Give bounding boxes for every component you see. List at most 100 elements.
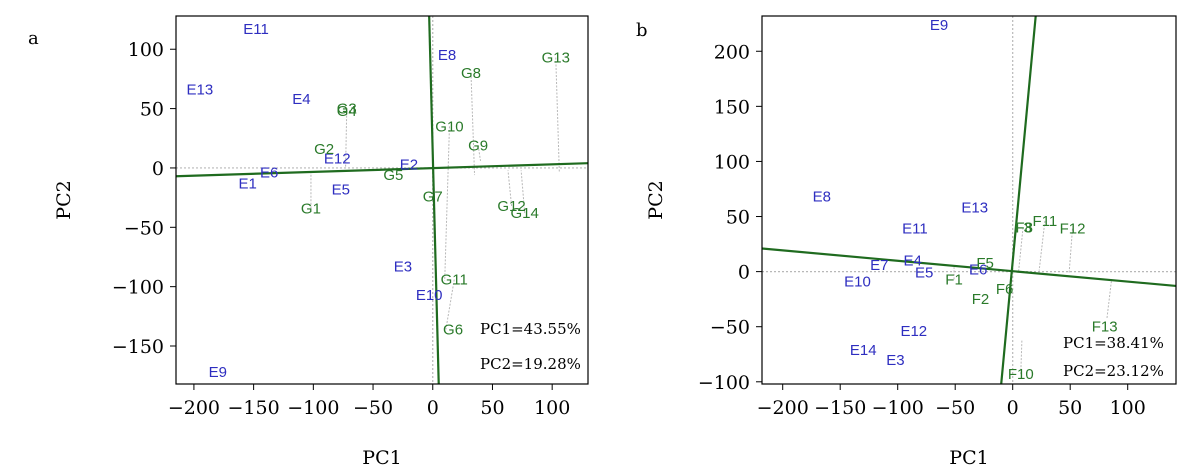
panel-a-point-G13: G13 (542, 50, 570, 67)
panel-b-point-E9: E9 (930, 17, 948, 34)
panel-b-point-E5: E5 (915, 265, 933, 282)
panel-b-variance-label-2: PC2=23.12% (1063, 362, 1164, 380)
panel-b-point-E7: E7 (870, 257, 888, 274)
panel-a-y-tick-label: 100 (128, 39, 164, 61)
panel-b-point-E4: E4 (903, 253, 921, 270)
panel-a-x-axis-title: PC1 (362, 447, 401, 469)
panel-a-point-E13: E13 (187, 82, 214, 99)
panel-a-frame (175, 15, 589, 385)
panel-a-point-E4: E4 (292, 91, 310, 108)
panel-a-point-G7: G7 (423, 188, 443, 205)
panel-a-point-G8: G8 (461, 65, 481, 82)
panel-a-projection-line (477, 145, 482, 161)
panel-a-point-E12: E12 (324, 150, 351, 167)
panel-b-point-F12: F12 (1060, 221, 1086, 238)
panel-a-point-G4: G4 (337, 103, 357, 120)
panel-a-x-tick-label: −200 (168, 397, 220, 419)
panel-b-x-tick-label: −200 (757, 397, 809, 419)
panel-a-point-E8: E8 (438, 47, 456, 64)
panel-a-x-tick-label: 0 (427, 397, 439, 419)
panel-a-y-tick-label: 50 (140, 99, 164, 121)
panel-a-y-axis-title: PC2 (53, 180, 75, 219)
panel-a-projection-line (507, 170, 513, 206)
panel-b-point-E6: E6 (969, 261, 987, 278)
panel-a-projection-line (445, 279, 455, 330)
panel-b-point-E11: E11 (902, 221, 928, 238)
panel-a-x-tick-label: −100 (287, 397, 339, 419)
panel-b-point-F2: F2 (972, 291, 990, 308)
panel-b-x-tick-label: 0 (1007, 397, 1019, 419)
panel-a-x-tick-label: −50 (353, 397, 393, 419)
panel-b-point-E13: E13 (961, 200, 988, 217)
panel-a-x-tick-label: 100 (534, 397, 570, 419)
panel-a-biplot-axis-1 (176, 162, 588, 178)
panel-a-x-tick-label: −150 (228, 397, 280, 419)
panel-a-x-tick-label: 50 (480, 397, 504, 419)
panel-b-point-F1: F1 (945, 271, 963, 288)
panel-b-point-F6: F6 (996, 281, 1014, 298)
panel-a-point-G14: G14 (511, 205, 539, 222)
panel-b-x-axis-title: PC1 (949, 447, 988, 469)
panel-b-point-F13: F13 (1092, 319, 1118, 336)
panel-b-projection-line (1068, 228, 1073, 274)
panel-b-point-E10: E10 (844, 274, 871, 291)
panel-b-projection-line (1038, 220, 1046, 271)
panel-b-point-F3: F3 (1014, 220, 1032, 237)
panel-a-point-G1: G1 (301, 200, 321, 217)
panel-a-point-E10: E10 (416, 287, 443, 304)
panel-b-variance-label-1: PC1=38.41% (1063, 334, 1164, 352)
panel-b-point-E12: E12 (900, 323, 927, 340)
panel-b-y-tick-label: 200 (714, 41, 750, 63)
panel-a-point-G9: G9 (468, 137, 488, 154)
panel-a-y-tick-label: −50 (124, 217, 164, 239)
panel-a-point-E2: E2 (400, 156, 418, 173)
panel-b-x-tick-label: 100 (1110, 397, 1146, 419)
panel-b-letter: b (636, 20, 648, 41)
panel-b-y-tick-label: 100 (714, 151, 750, 173)
panel-a-y-tick-label: 0 (152, 158, 164, 180)
panel-b-y-tick-label: 150 (714, 96, 750, 118)
panel-b-biplot-axis-2 (1000, 16, 1037, 384)
panel-b-projection-line (1017, 227, 1024, 273)
panel-a-point-G5: G5 (383, 167, 403, 184)
panel-a-biplot-axis-2 (428, 16, 440, 384)
panel-a-point-G10: G10 (435, 118, 463, 135)
panel-a-y-tick-label: −150 (112, 336, 164, 358)
panel-b-x-tick-label: −100 (872, 397, 924, 419)
panel-a-projection-line (470, 72, 476, 176)
panel-a-projection-line (555, 57, 560, 173)
panel-b-x-tick-label: 50 (1058, 397, 1082, 419)
panel-a-point-E1: E1 (238, 175, 256, 192)
panel-b-projection-line (1106, 279, 1113, 318)
panel-b-x-tick-label: −150 (814, 397, 866, 419)
panel-b-point-F11: F11 (1033, 213, 1058, 230)
panel-b-frame (761, 15, 1177, 385)
panel-a-variance-label-2: PC2=19.28% (480, 355, 581, 373)
panel-b-point-F10: F10 (1008, 366, 1034, 383)
panel-a-point-E5: E5 (332, 181, 350, 198)
panel-a-letter: a (28, 28, 39, 49)
panel-b-y-tick-label: −100 (698, 372, 750, 394)
panel-b-biplot-axis-1 (762, 247, 1176, 288)
panel-a-point-G2: G2 (314, 141, 334, 158)
panel-b-x-tick-label: −50 (935, 397, 975, 419)
panel-a-point-G11: G11 (441, 272, 468, 289)
panel-b-y-axis-title: PC2 (645, 180, 667, 219)
panel-b-y-tick-label: 0 (738, 262, 750, 284)
panel-a-point-G6: G6 (443, 321, 463, 338)
panel-b-point-F5: F5 (976, 255, 994, 272)
panel-a-point-E6: E6 (260, 165, 278, 182)
panel-a-point-E9: E9 (209, 364, 227, 381)
panel-a-variance-label-1: PC1=43.55% (480, 320, 581, 338)
panel-b-y-tick-label: 50 (726, 207, 750, 229)
panel-b-point-E3: E3 (886, 352, 904, 369)
panel-b-point-E14: E14 (850, 342, 877, 359)
panel-b-y-tick-label: −50 (710, 317, 750, 339)
panel-a-point-G12: G12 (497, 198, 525, 215)
